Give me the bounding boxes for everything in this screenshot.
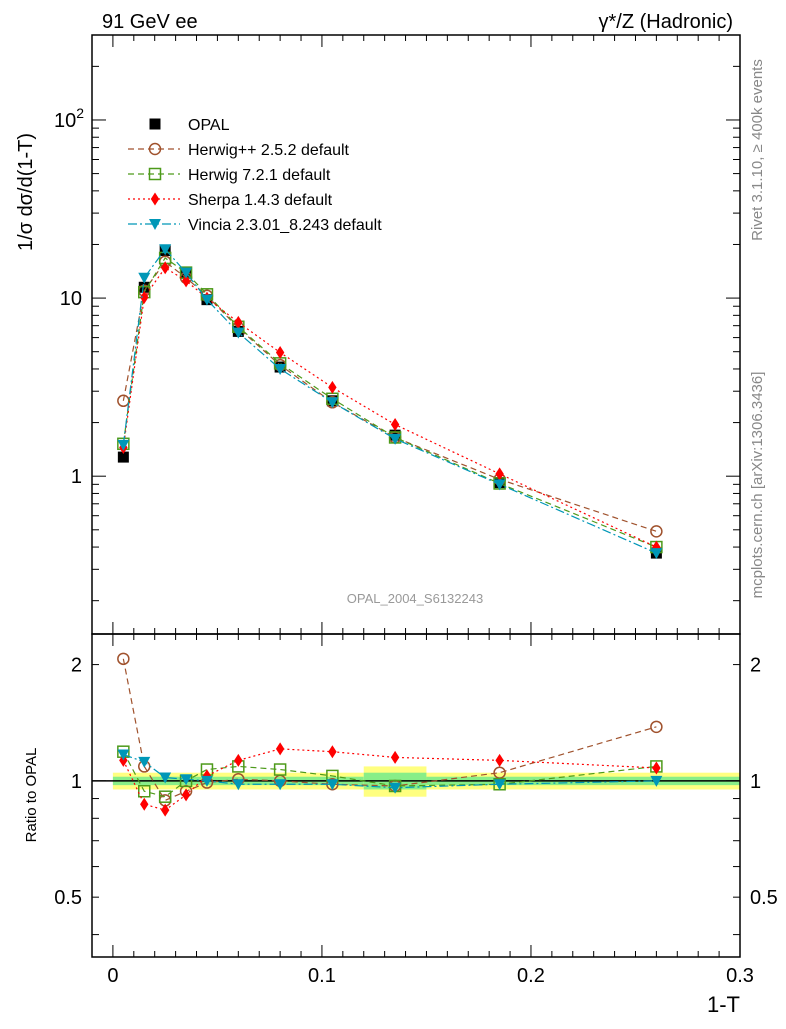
main-data-point	[493, 479, 506, 491]
main-data-point	[650, 525, 663, 538]
main-series-line-3	[122, 266, 657, 548]
x-tick-label: 0	[107, 965, 118, 987]
main-data-point	[200, 294, 213, 306]
ratio-y-tick-label: 1	[71, 771, 82, 793]
ratio-data-point	[232, 779, 245, 791]
legend-label-4: Vincia 2.3.01_8.243 default	[188, 217, 382, 234]
main-data-point	[495, 467, 504, 481]
x-tick-label: 0.3	[726, 965, 754, 987]
ratio-data-point	[138, 785, 151, 798]
ratio-data-point	[326, 779, 339, 791]
main-data-point	[234, 315, 243, 329]
main-data-point	[159, 244, 172, 256]
ratio-data-point	[650, 720, 663, 734]
main-data-point	[390, 418, 400, 432]
legend-label-0: OPAL	[188, 117, 230, 134]
ratio-data-point	[273, 763, 287, 776]
main-data-point	[181, 274, 191, 288]
x-tick-label: 0.1	[308, 965, 336, 987]
legend-label-2: Herwig 7.2.1 default	[188, 167, 331, 184]
ratio-data-point	[274, 779, 287, 791]
legend-marker-3	[150, 192, 160, 206]
ratio-data-point	[159, 772, 172, 784]
main-data-point	[389, 433, 402, 445]
ratio-data-point	[650, 775, 663, 787]
ratio-data-point	[140, 797, 149, 811]
legend-marker-2	[148, 167, 162, 181]
ratio-y-tick-label: 0.5	[54, 887, 82, 909]
main-data-point	[232, 327, 245, 339]
mcplots-label: mcplots.cern.ch [arXiv:1306.3436]	[749, 372, 766, 599]
ratio-data-point	[158, 790, 172, 803]
legend-marker-4	[149, 219, 161, 230]
main-data-point	[117, 439, 130, 451]
ratio-data-point	[390, 750, 400, 764]
x-tick-label: 0.2	[517, 965, 545, 987]
ratio-data-point	[389, 782, 402, 794]
main-data-point	[326, 397, 339, 409]
analysis-watermark: OPAL_2004_S6132243	[347, 591, 483, 606]
ratio-data-point	[117, 749, 130, 761]
ratio-data-point	[234, 753, 243, 767]
header-right: γ*/Z (Hadronic)	[599, 11, 733, 33]
legend-label-3: Sherpa 1.4.3 default	[188, 192, 333, 209]
main-data-point	[275, 345, 285, 359]
main-y-axis-label: 1/σ dσ/d(1-T)	[15, 133, 37, 251]
ratio-data-point	[117, 652, 130, 666]
ratio-y-tick-label: 2	[71, 655, 82, 677]
header-left: 91 GeV ee	[102, 11, 198, 33]
ratio-panel: 0.5 0.5 1 1 2 2 0 0.1 0.2 0.3	[54, 633, 778, 987]
legend-label-1: Herwig++ 2.5.2 default	[188, 142, 350, 159]
ratio-data-point	[493, 779, 506, 791]
ratio-series-line-1	[122, 751, 657, 798]
ratio-data-point	[495, 753, 504, 767]
ratio-data-point	[275, 742, 285, 756]
main-data-point	[138, 272, 151, 284]
main-data-point	[140, 290, 149, 304]
main-y-tick-label: 1	[71, 466, 82, 488]
ratio-data-point	[652, 761, 661, 775]
ratio-data-point	[200, 775, 213, 787]
main-data-point	[328, 380, 337, 394]
main-series-line-1	[122, 260, 657, 532]
ratio-data-point	[138, 756, 151, 768]
main-data-point	[160, 261, 170, 275]
ratio-panel-frame	[91, 633, 741, 958]
ratio-y-tick-label-right: 1	[750, 771, 761, 793]
main-data-point	[650, 548, 663, 560]
legend-marker-1	[148, 142, 162, 156]
ratio-data-point	[181, 788, 191, 802]
x-axis-label: 1-T	[707, 992, 740, 1017]
main-data-point	[117, 451, 129, 463]
ratio-y-tick-label-right: 0.5	[750, 887, 778, 909]
ratio-data-point	[160, 803, 170, 817]
ratio-data-point	[328, 745, 337, 759]
ratio-y-tick-label-right: 2	[750, 655, 761, 677]
main-y-tick-label: 10	[60, 288, 82, 310]
ratio-y-axis-label: Ratio to OPAL	[23, 748, 40, 843]
main-data-point	[180, 267, 193, 279]
rivet-version-label: Rivet 3.1.10, ≥ 400k events	[749, 59, 766, 241]
ratio-data-point	[180, 774, 193, 786]
main-data-point	[274, 363, 287, 375]
legend-marker-0	[149, 118, 161, 130]
